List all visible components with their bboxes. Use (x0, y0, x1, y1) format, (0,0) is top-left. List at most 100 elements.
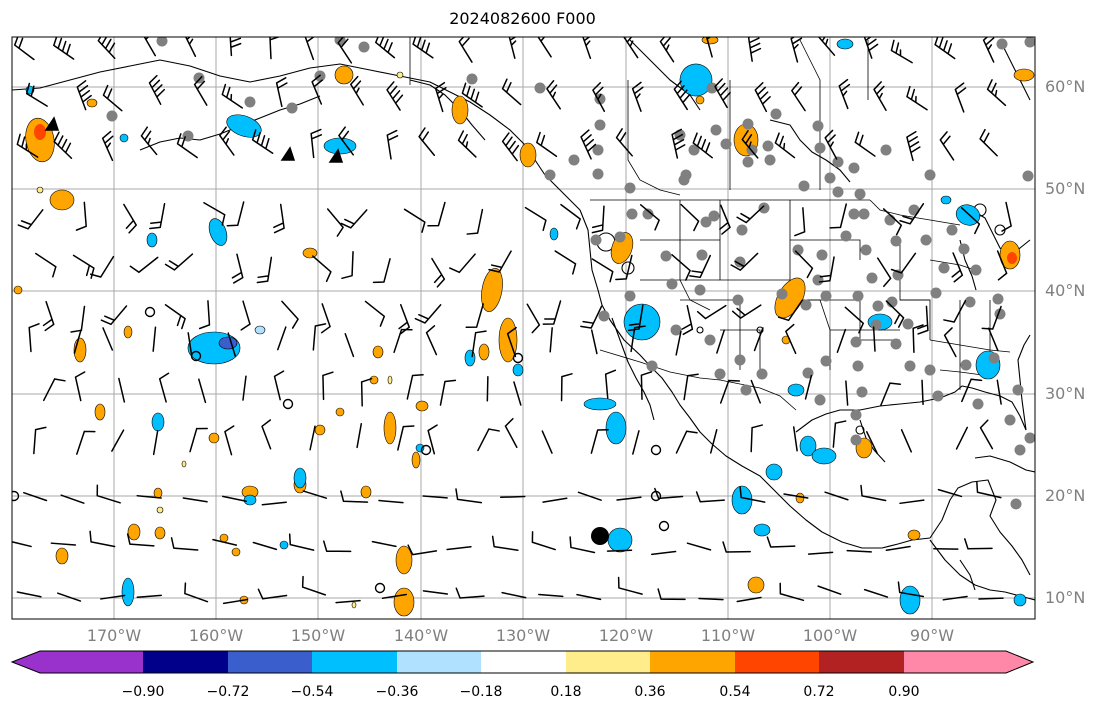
wind-barb (818, 37, 836, 56)
negative-contour (549, 227, 559, 241)
station-dot (244, 96, 256, 108)
positive-contour (478, 343, 490, 361)
wind-barb (934, 37, 956, 60)
wind-barb (549, 327, 553, 353)
station-dot (286, 102, 298, 114)
wind-barb (269, 37, 281, 60)
wind-barb (356, 422, 363, 449)
wind-barb (616, 496, 642, 501)
wind-barb (912, 324, 924, 354)
wind-barb (714, 78, 731, 109)
wind-barb (184, 37, 197, 58)
wind-barb (458, 37, 473, 63)
lat-label-30n: 30°N (1045, 384, 1086, 403)
graticule (12, 37, 1035, 619)
wind-barb (301, 575, 327, 596)
wind-barb (906, 85, 928, 111)
wind-barb (281, 300, 299, 329)
wind-barb (126, 533, 155, 547)
colorbar-tick: 0.36 (634, 684, 666, 700)
wind-barb (164, 304, 186, 330)
station-dot (534, 82, 546, 94)
negative-contour (605, 411, 627, 445)
wind-barb (231, 253, 244, 284)
map-content (12, 37, 1035, 619)
station-dot (590, 234, 602, 246)
station-dot (946, 224, 958, 236)
wind-barb (261, 501, 287, 506)
wind-barb (97, 37, 116, 60)
wind-barb (152, 430, 159, 456)
wind-barb (524, 206, 547, 232)
wind-barb (170, 537, 199, 551)
wind-barb (897, 581, 925, 598)
wind-barb (736, 205, 765, 224)
station-dot (770, 108, 782, 120)
wind-barb (50, 542, 77, 546)
station-dot (798, 180, 810, 192)
wind-barb (326, 208, 344, 237)
wind-barb (102, 84, 123, 112)
wind-barb (344, 333, 355, 358)
negative-contour (181, 460, 187, 468)
wind-barb (461, 82, 483, 108)
wind-barb (576, 593, 602, 601)
wind-barb (221, 495, 247, 503)
wind-barb (364, 300, 386, 327)
positive-contour (701, 37, 719, 45)
wind-barb (25, 82, 48, 107)
wind-barb (845, 380, 849, 406)
wind-barb (890, 39, 913, 64)
wind-barb (741, 130, 759, 159)
wind-barb (671, 254, 691, 281)
wind-barb (212, 538, 238, 546)
wind-barb (140, 126, 158, 156)
positive-contour (395, 545, 413, 575)
wind-barb (943, 300, 967, 323)
wind-barb (312, 323, 327, 351)
coastline (769, 119, 851, 183)
wind-barb (406, 374, 424, 400)
station-dot (598, 310, 610, 322)
colorbar-segment (650, 651, 736, 673)
wind-barb (698, 597, 724, 601)
negative-contour (387, 375, 393, 385)
wind-barb (70, 305, 86, 333)
station-dot (626, 208, 638, 220)
wind-barb (582, 37, 592, 60)
station-dot (872, 300, 884, 312)
lon-label-170w: 170°W (86, 626, 142, 645)
wind-barb (256, 256, 273, 284)
wind-barb (323, 540, 352, 553)
wind-barb (774, 132, 796, 159)
map-title: 2024082600 F000 (449, 9, 596, 28)
wind-barb (982, 37, 995, 63)
wind-barb (683, 373, 699, 401)
station-dots (106, 37, 1035, 510)
wind-barb (257, 588, 288, 600)
wind-barb (829, 203, 848, 229)
lon-label-130w: 130°W (495, 626, 551, 645)
wind-barb (506, 326, 517, 358)
wind-barb (675, 330, 682, 356)
colorbar-segment (904, 651, 1007, 673)
positive-contour (55, 547, 69, 565)
state-border (720, 329, 761, 370)
station-dot (614, 231, 626, 243)
station-dot (972, 398, 984, 410)
wind-barb (623, 37, 639, 59)
wind-barb (592, 81, 606, 112)
station-dot (776, 288, 788, 300)
storm-center-marker (591, 527, 609, 545)
wind-barb (198, 300, 211, 330)
wind-barb (863, 588, 889, 598)
wind-barb (615, 128, 633, 157)
station-dot (850, 434, 862, 446)
wind-barb (13, 37, 35, 61)
station-dot (666, 278, 678, 290)
station-dot (880, 144, 892, 156)
wind-barb (466, 208, 484, 235)
calm-circle (512, 352, 524, 364)
coastline (959, 559, 976, 591)
wind-barb (176, 133, 198, 159)
